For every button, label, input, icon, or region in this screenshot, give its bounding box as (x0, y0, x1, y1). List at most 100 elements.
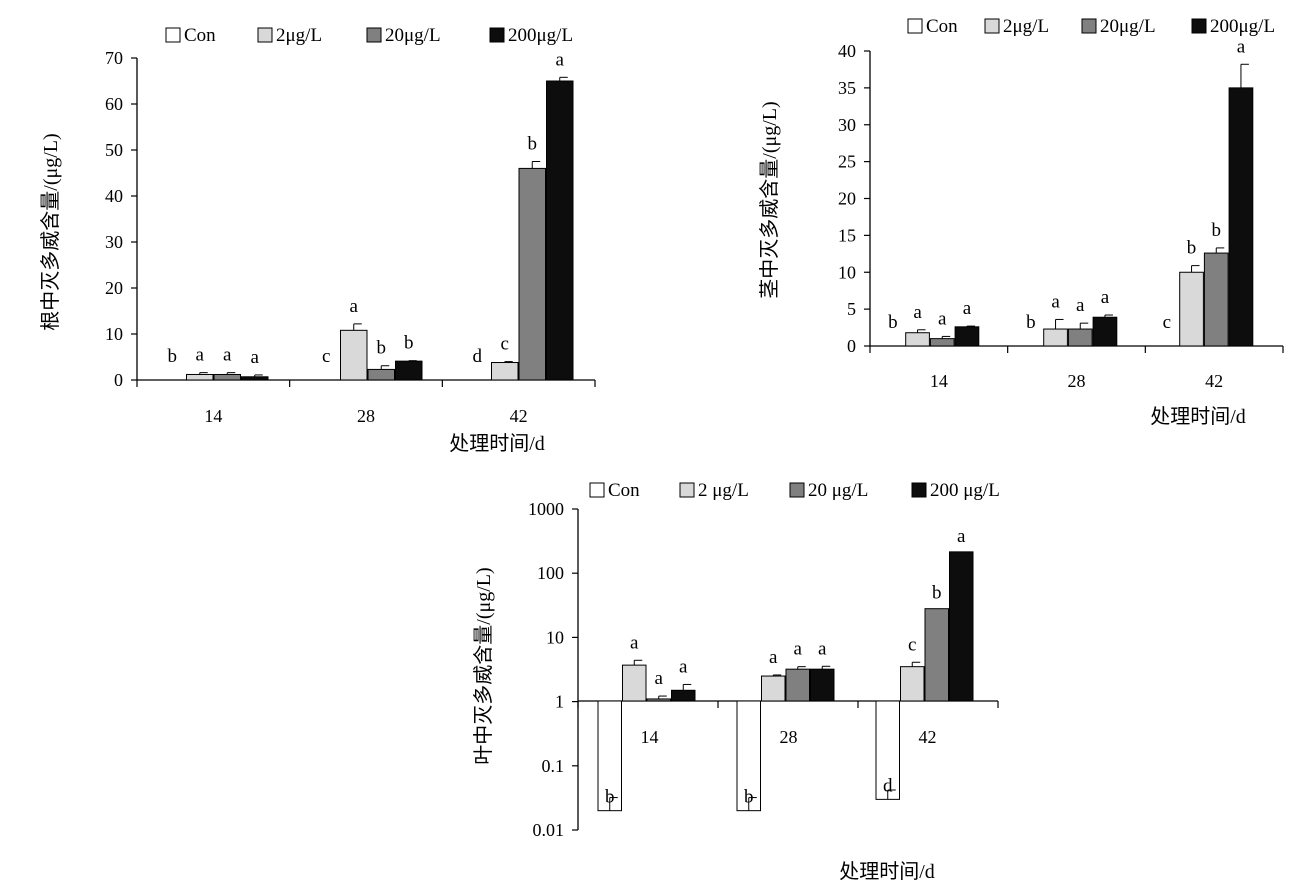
leaf-y-tick-label: 100 (537, 563, 564, 583)
stem-bar (1228, 87, 1254, 347)
root-legend-swatch-2 (366, 27, 382, 43)
root-significance-letter: a (196, 345, 205, 366)
root-legend-swatch-0 (165, 27, 181, 43)
leaf-x-axis-label: 处理时间/d (839, 860, 935, 883)
root-legend-label-3: 200μg/L (508, 25, 573, 46)
leaf-significance-letter: b (605, 787, 615, 808)
root-x-tick-label: 42 (510, 406, 528, 426)
root-y-axis-label: 根中灭多威含量/(μg/L) (39, 133, 62, 330)
stem-x-tick-label: 42 (1205, 371, 1223, 391)
root-y-tick-label: 60 (105, 94, 123, 114)
root-significance-letter: d (473, 346, 483, 367)
root-significance-letter: b (404, 333, 414, 354)
leaf-legend-label-0: Con (608, 480, 640, 501)
stem-legend-label-2: 20μg/L (1100, 16, 1156, 37)
leaf-chart: Con 2 μg/L 20 μg/L 200 μg/L 叶中灭多威含量/(μg/L) … (472, 480, 1000, 883)
root-bar (546, 80, 574, 381)
root-x-axis-label: 处理时间/d (449, 432, 545, 455)
root-significance-letter: a (350, 296, 359, 317)
root-x-tick-label: 28 (357, 406, 375, 426)
stem-y-tick-label: 0 (847, 336, 856, 356)
root-y-tick-label: 40 (105, 186, 123, 206)
stem-y-tick-label: 20 (838, 189, 856, 209)
stem-bar (1179, 271, 1204, 347)
stem-legend-label-1: 2μg/L (1003, 16, 1049, 37)
root-significance-letter: c (501, 334, 509, 355)
root-y-tick-label: 20 (105, 278, 123, 298)
leaf-x-tick-label: 14 (640, 727, 658, 747)
root-bar (491, 362, 519, 381)
root-legend-swatch-1 (257, 27, 273, 43)
stem-bar (1043, 328, 1068, 347)
stem-legend-swatch-0 (907, 18, 923, 34)
leaf-y-tick-label: 0.1 (542, 756, 565, 776)
stem-significance-letter: b (1187, 238, 1197, 259)
leaf-bar (785, 668, 810, 702)
stem-significance-letter: b (1026, 312, 1036, 333)
root-y-tick-label: 50 (105, 140, 123, 160)
leaf-significance-letter: d (883, 775, 893, 796)
root-bar (213, 373, 241, 381)
stem-significance-letter: a (938, 308, 947, 329)
leaf-bar (622, 664, 647, 702)
stem-x-tick-label: 14 (930, 371, 948, 391)
root-bar (367, 368, 395, 381)
stem-significance-letter: a (1101, 287, 1110, 308)
leaf-legend-swatch-3 (911, 482, 927, 498)
leaf-legend: Con 2 μg/L 20 μg/L 200 μg/L (589, 480, 1000, 501)
leaf-y-tick-label: 1 (555, 692, 564, 712)
stem-bar (929, 338, 955, 347)
stem-significance-letter: c (1163, 312, 1171, 333)
leaf-significance-letter: c (908, 634, 916, 655)
leaf-significance-letter: a (957, 526, 966, 547)
root-bar (241, 376, 269, 381)
stem-x-tick-label: 28 (1068, 371, 1086, 391)
stem-significance-letter: a (1237, 36, 1246, 57)
stem-legend: Con 2μg/L 20μg/L 200μg/L (907, 16, 1275, 37)
stem-significance-letter: b (888, 312, 898, 333)
root-significance-letter: a (251, 347, 260, 368)
stem-significance-letter: b (1212, 220, 1222, 241)
leaf-bar (900, 666, 925, 702)
root-significance-letter: a (556, 49, 565, 70)
root-x-tick-label: 14 (204, 406, 222, 426)
stem-significance-letter: a (963, 298, 972, 319)
root-y-tick-label: 0 (114, 370, 123, 390)
leaf-bar (671, 689, 696, 702)
stem-y-tick-label: 5 (847, 299, 856, 319)
stem-bar (1203, 252, 1229, 347)
leaf-y-tick-label: 10 (546, 627, 564, 647)
leaf-significance-letter: a (655, 668, 664, 689)
root-legend-label-0: Con (184, 25, 216, 46)
leaf-bar (924, 608, 949, 702)
root-legend: Con 2μg/L 20μg/L 200μg/L (165, 25, 573, 46)
leaf-legend-swatch-2 (789, 482, 805, 498)
stem-y-axis-label: 茎中灭多威含量/(μg/L) (758, 101, 781, 298)
leaf-legend-swatch-0 (589, 482, 605, 498)
leaf-significance-letter: b (932, 583, 942, 604)
root-significance-letter: b (168, 346, 178, 367)
stem-y-tick-label: 10 (838, 262, 856, 282)
leaf-bar (810, 668, 835, 702)
leaf-significance-letter: a (794, 639, 803, 660)
leaf-bar (761, 675, 786, 702)
stem-y-tick-label: 40 (838, 41, 856, 61)
stem-bar (1092, 316, 1118, 347)
root-chart: Con 2μg/L 20μg/L 200μg/L 根中灭多威含量/(μg/L) 处理时… (39, 25, 596, 455)
stem-significance-letter: a (1076, 295, 1085, 316)
stem-significance-letter: a (1051, 291, 1060, 312)
leaf-significance-letter: a (630, 632, 639, 653)
leaf-significance-letter: a (818, 638, 827, 659)
leaf-significance-letter: a (769, 647, 778, 668)
leaf-legend-swatch-1 (679, 482, 695, 498)
root-significance-letter: a (223, 345, 232, 366)
leaf-x-tick-label: 42 (918, 727, 936, 747)
root-bar (186, 373, 214, 381)
root-legend-swatch-3 (489, 27, 505, 43)
stem-legend-swatch-1 (984, 18, 1000, 34)
root-bar (518, 167, 546, 381)
leaf-legend-label-1: 2 μg/L (698, 480, 749, 501)
stem-y-tick-label: 35 (838, 78, 856, 98)
root-bar (340, 329, 368, 381)
